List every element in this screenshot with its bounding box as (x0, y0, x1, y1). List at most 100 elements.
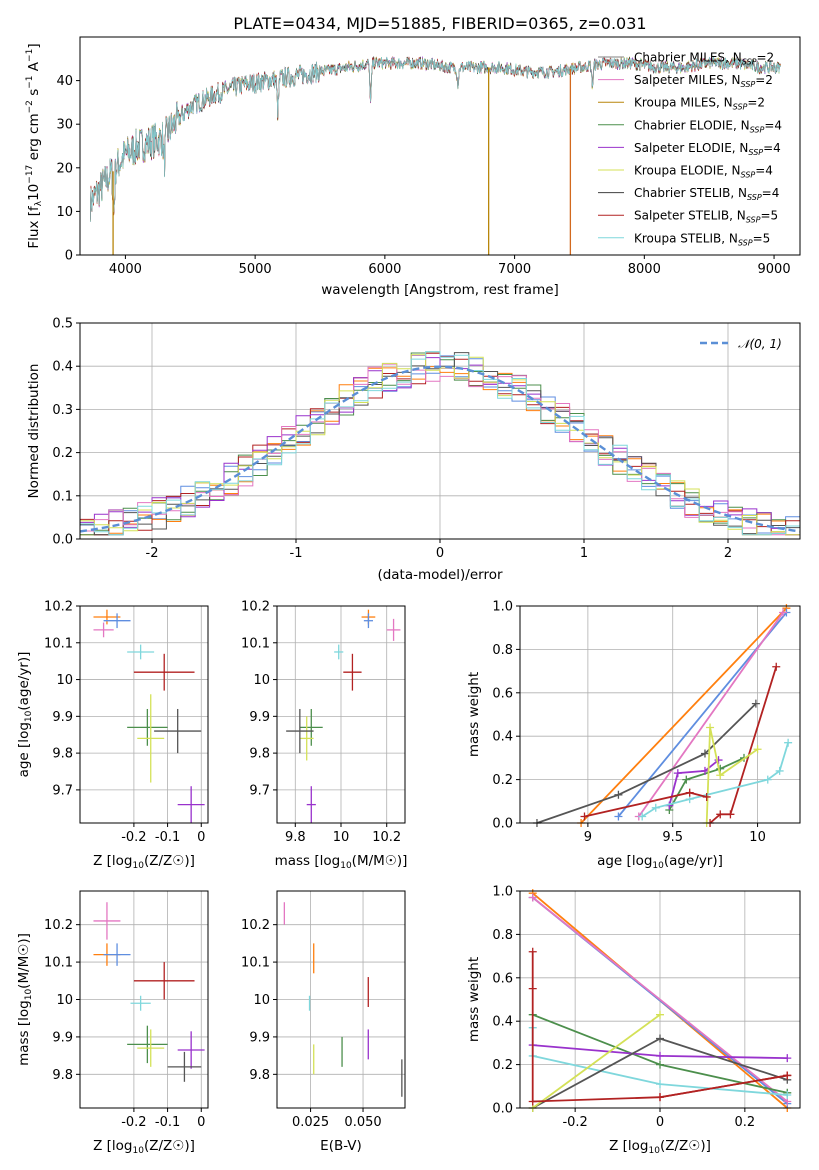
y-tick-label: 9.9 (249, 1030, 270, 1045)
legend-label: Kroupa STELIB, NSSP=5 (634, 231, 770, 247)
errorbar-point (127, 644, 155, 660)
errorbar-point (343, 653, 362, 691)
y-tick-label: 9.9 (52, 710, 73, 725)
y-tick-label: 0.0 (52, 533, 73, 548)
normal-curve (79, 365, 801, 533)
weight-marker (656, 1051, 664, 1060)
errorbar-point (103, 943, 131, 966)
axes-frame (519, 605, 801, 824)
y-tick-label: 10 (56, 993, 73, 1008)
weight-marker (685, 788, 694, 797)
errorbar-point (386, 618, 401, 641)
weight-marker (700, 766, 709, 775)
y-tick-label: 10.1 (241, 636, 270, 651)
x-tick-label: 0.025 (292, 1115, 329, 1130)
y-tick-label: 0.0 (492, 1102, 513, 1117)
weight-marker (753, 745, 762, 754)
legend-label: Chabrier STELIB, NSSP=4 (634, 186, 779, 202)
y-tick-label: 0.2 (492, 773, 513, 788)
errorbar-point (286, 708, 314, 754)
errorbar-point (137, 1029, 165, 1067)
y-tick-label: 0.2 (492, 1058, 513, 1073)
y-tick-label: 10.1 (44, 636, 73, 651)
errorbar-point (133, 962, 195, 1000)
y-tick-label: 0.4 (492, 1015, 513, 1030)
histogram-series (80, 363, 800, 536)
weight-marker (779, 608, 788, 617)
legend-label: Kroupa MILES, NSSP=2 (634, 96, 765, 112)
axes-frame (519, 890, 801, 1109)
x-tick-label: 9.8 (285, 830, 306, 845)
errorbar-point (103, 613, 131, 629)
errorbar-point (167, 1051, 202, 1082)
axes-frame (79, 890, 209, 1109)
panel-weight_vs_age: 9 9.5 10 0.0 0.2 0.4 0.6 0.8 1.0 age [log10(age/y… (466, 600, 801, 871)
panel-mass_vs_z: -0.2 -0.1 0 9.8 9.9 10 10.1 10.2 Z [log10(Z/Z☉)]… (16, 890, 209, 1156)
axes-frame (79, 36, 801, 256)
weight-marker (638, 812, 647, 821)
weight-marker (726, 810, 735, 819)
y-tick-label: 0.3 (52, 403, 73, 418)
y-tick-label: 10 (56, 205, 73, 220)
y-tick-label: 0.2 (52, 446, 73, 461)
y-axis-label: Normed distribution (26, 364, 42, 499)
y-tick-label: 0.1 (52, 489, 73, 504)
x-axis-label: Z [log10(Z/Z☉)] (93, 1138, 195, 1156)
weight-marker (656, 1060, 664, 1069)
x-tick-label: 10.2 (372, 830, 401, 845)
weight-marker (751, 699, 760, 708)
weight-marker (614, 812, 623, 821)
x-tick-label: 0 (656, 1115, 664, 1130)
legend-label: Kroupa ELODIE, NSSP=4 (634, 164, 773, 180)
errorbar-point (177, 1031, 205, 1069)
histogram-series (80, 354, 800, 536)
axes-frame (276, 605, 406, 824)
y-tick-label: 0.6 (492, 971, 513, 986)
y-tick-label: 0.5 (52, 317, 73, 332)
weight-marker (706, 723, 715, 732)
weight-line (580, 607, 788, 824)
x-axis-label: wavelength [Angstrom, rest frame] (321, 282, 559, 298)
errorbar-point (93, 902, 121, 940)
weight-line (709, 666, 778, 824)
errorbar-point (93, 609, 121, 625)
weight-marker (716, 810, 725, 819)
x-tick-label: -0.2 (562, 1115, 587, 1130)
y-tick-label: 1.0 (492, 600, 513, 615)
weight-marker (700, 749, 709, 758)
x-axis-label: mass [log10(M/M☉)] (275, 853, 408, 871)
weight-line (641, 742, 789, 818)
x-tick-label: 10 (749, 830, 766, 845)
y-tick-label: 10 (56, 673, 73, 688)
weight-line (536, 702, 757, 824)
x-tick-label: 4000 (109, 262, 142, 277)
x-tick-label: -0.1 (155, 830, 180, 845)
errorbar-point (133, 653, 195, 691)
y-tick-label: 9.8 (249, 747, 270, 762)
y-tick-label: 40 (56, 74, 73, 89)
errorbar-point (334, 644, 344, 660)
histogram-series (80, 354, 800, 536)
errorbar-point (299, 716, 314, 761)
x-tick-label: -0.2 (121, 1115, 146, 1130)
y-tick-label: 9.8 (249, 1068, 270, 1083)
legend-label: Salpeter ELODIE, NSSP=4 (634, 141, 781, 157)
errorbar-point (130, 995, 151, 1011)
y-tick-label: 0.8 (492, 643, 513, 658)
y-tick-label: 0.8 (492, 928, 513, 943)
y-tick-label: 10.2 (241, 600, 270, 615)
legend-label: Chabrier ELODIE, NSSP=4 (634, 118, 782, 134)
y-tick-label: 30 (56, 118, 73, 133)
errorbar-point (363, 613, 373, 629)
weight-marker (528, 893, 537, 902)
y-axis-label: mass weight (466, 957, 482, 1042)
x-axis-label: (data-model)/error (377, 567, 503, 583)
x-tick-label: 9 (584, 830, 592, 845)
y-tick-label: 1.0 (492, 885, 513, 900)
x-tick-label: 6000 (368, 262, 401, 277)
errorbar-point (299, 708, 323, 746)
y-tick-label: 0.4 (492, 730, 513, 745)
panel-mass_vs_ebv: 0.025 0.050 9.8 9.9 10 10.1 10.2 E(B-V) (241, 890, 406, 1154)
weight-marker (651, 803, 660, 812)
weight-marker (772, 662, 781, 671)
